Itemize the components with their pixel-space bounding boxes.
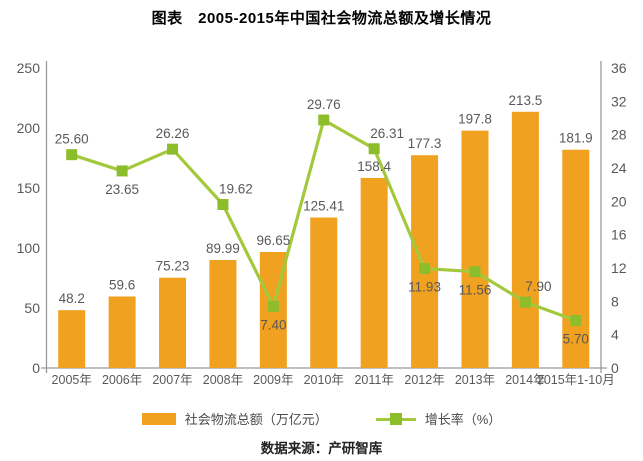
line-value-label: 26.26 [156,126,190,141]
bar-value-label: 213.5 [508,93,542,108]
x-axis-label: 2014年 [505,373,545,387]
line-marker [318,114,330,126]
line-value-label: 5.70 [563,332,589,347]
line-value-label: 7.40 [260,317,286,332]
right-axis-tick-label: 36 [611,60,627,76]
line-value-label: 11.56 [459,283,492,298]
left-axis-tick-label: 200 [17,120,41,136]
bar [411,155,439,368]
bar-value-label: 158.4 [357,159,391,174]
left-axis-tick-label: 100 [17,240,41,256]
right-axis-tick-label: 32 [611,93,627,109]
x-axis-label: 2013年 [455,373,495,387]
x-axis-label: 2006年 [102,373,142,387]
x-axis-label: 2005年 [52,373,92,387]
x-axis-label: 2015年1-10月 [537,373,615,387]
x-axis-label: 2010年 [304,373,344,387]
bar-value-label: 96.65 [256,233,290,248]
right-axis-tick-label: 16 [611,227,627,243]
bar [461,130,489,368]
right-axis-tick-label: 20 [611,193,627,209]
bar-value-label: 177.3 [408,136,442,151]
x-axis-label: 2012年 [404,373,444,387]
line-value-label: 26.31 [370,126,404,141]
bar [108,296,136,368]
line-marker [469,266,481,278]
bar-value-label: 125.41 [303,199,344,214]
line-swatch-icon [375,412,416,425]
bar [58,310,86,368]
x-axis-label: 2008年 [203,373,243,387]
right-axis-tick-label: 24 [611,160,627,176]
right-axis-tick-label: 12 [611,260,627,276]
line-value-label: 7.90 [525,279,551,294]
line-value-label: 25.60 [55,132,89,147]
legend: 社会物流总额（万亿元） 增长率（%） [0,409,643,428]
bar-value-label: 48.2 [59,291,85,306]
legend-bar-label: 社会物流总额（万亿元） [184,412,328,427]
line-marker [167,143,179,155]
bar [209,260,237,368]
legend-entry-bar: 社会物流总额（万亿元） [141,409,328,428]
right-axis-tick-label: 8 [611,293,619,309]
line-marker [368,143,380,155]
bar [562,149,590,368]
bar-swatch-icon [141,412,176,425]
bar-value-label: 75.23 [156,259,190,274]
chart-title: 图表 2005-2015年中国社会物流总额及增长情况 [151,10,492,27]
line-marker [519,296,531,308]
right-axis-tick-label: 0 [611,360,619,376]
bar-value-label: 181.9 [559,131,593,146]
right-axis-tick-label: 4 [611,327,619,343]
x-axis-label: 2007年 [152,373,192,387]
bar [310,217,338,368]
left-axis-tick-label: 150 [17,180,41,196]
bar-value-label: 59.6 [109,277,135,292]
legend-line-label: 增长率（%） [424,412,502,427]
line-value-label: 11.93 [408,280,441,295]
line-marker [66,149,78,161]
left-axis-tick-label: 0 [32,360,40,376]
right-axis-tick-label: 28 [611,127,627,143]
line-marker [217,199,229,210]
legend-entry-line: 增长率（%） [375,409,502,428]
line-value-label: 19.62 [219,182,253,197]
bar [159,277,187,368]
line-marker [116,165,128,177]
line-marker [570,315,582,326]
bar [360,177,388,368]
bar [511,111,539,369]
line-value-label: 29.76 [307,97,341,112]
x-axis-label: 2011年 [354,373,393,387]
line-marker [419,263,431,275]
left-axis-tick-label: 50 [24,300,40,316]
bar-value-label: 197.8 [458,112,492,127]
source-note: 数据来源：产研智库 [260,441,383,456]
x-axis-label: 2009年 [253,373,293,387]
left-axis-tick-label: 250 [17,60,41,76]
bar-value-label: 89.99 [206,241,240,256]
line-marker [267,300,279,312]
line-value-label: 23.65 [105,182,139,197]
